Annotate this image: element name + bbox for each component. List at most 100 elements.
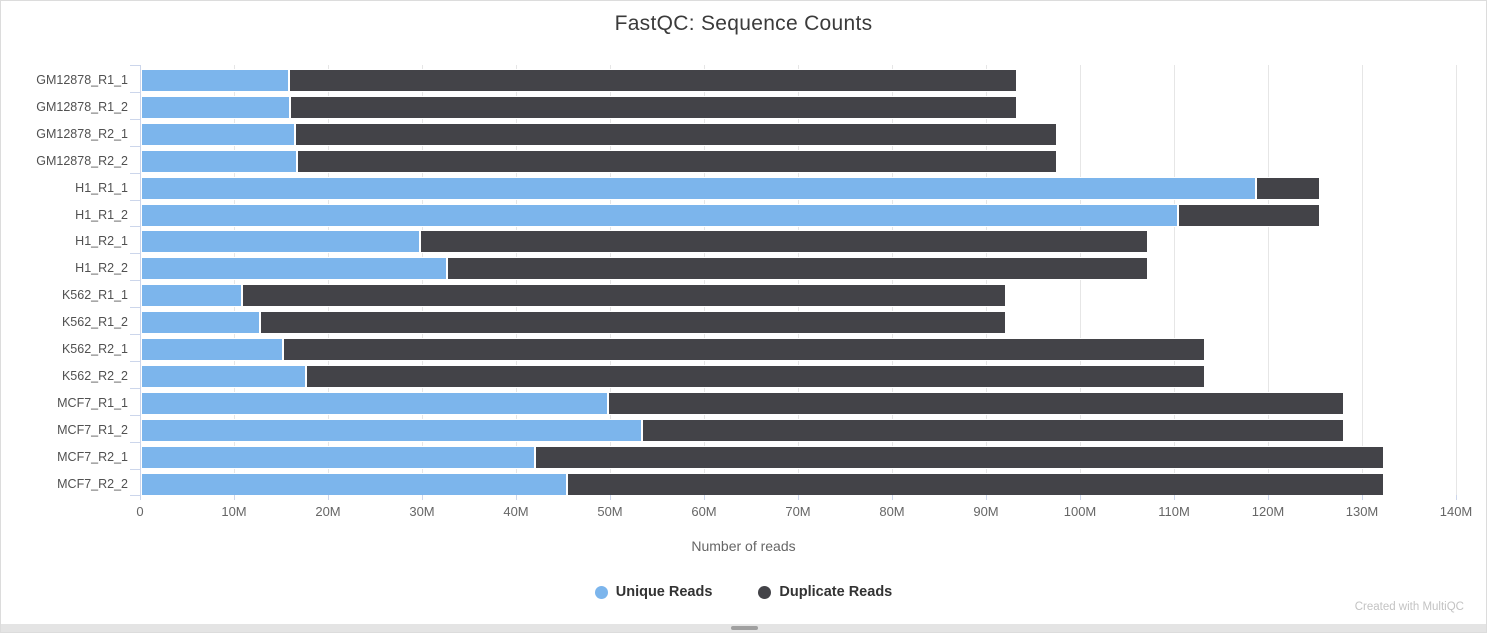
x-tick-120m [1268,495,1269,501]
bar-segment-duplicate-reads-mcf7_r1_1[interactable] [608,391,1345,415]
bar-segment-unique-reads-k562_r2_2[interactable] [141,364,306,388]
bar-segment-duplicate-reads-h1_r1_1[interactable] [1255,176,1320,200]
bar-segment-duplicate-reads-mcf7_r1_2[interactable] [642,418,1345,442]
x-tick-label-30m: 30M [409,504,435,520]
chart-title: FastQC: Sequence Counts [614,12,873,35]
x-tick-70m [798,495,799,501]
bar-row-mcf7_r2_2 [141,472,1384,496]
x-tick-10m [234,495,235,501]
bar-row-gm12878_r1_1 [141,69,1018,92]
bar-segment-unique-reads-h1_r1_1[interactable] [141,176,1256,200]
sample-label-gm12878_r1_2: GM12878_R1_2 [36,99,128,114]
x-tick-label-0: 0 [136,504,144,520]
category-tick [130,307,140,309]
bar-segment-unique-reads-gm12878_r1_2[interactable] [141,95,291,119]
x-tick-label-70m: 70M [785,504,811,520]
category-axis-line [140,65,141,496]
x-tick-label-20m: 20M [315,504,341,520]
sample-label-h1_r2_2: H1_R2_2 [75,261,128,276]
bar-segment-duplicate-reads-k562_r1_2[interactable] [260,311,1006,335]
x-tick-label-90m: 90M [973,504,999,520]
legend-item-unique-reads[interactable]: Unique Reads [594,584,712,600]
bar-row-h1_r1_1 [141,176,1320,200]
bar-row-gm12878_r2_1 [141,122,1058,146]
bar-segment-unique-reads-k562_r1_1[interactable] [141,284,242,308]
bar-segment-unique-reads-mcf7_r1_2[interactable] [141,418,643,442]
category-tick [130,118,140,120]
x-tick-label-100m: 100M [1063,504,1097,520]
category-tick [130,226,140,228]
gridline-140m [1456,65,1457,496]
bar-row-k562_r1_2 [141,311,1006,335]
category-tick [130,360,140,362]
sample-label-mcf7_r2_1: MCF7_R2_1 [57,449,128,464]
x-tick-60m [704,495,705,501]
bar-segment-duplicate-reads-k562_r2_1[interactable] [282,338,1206,361]
sample-label-h1_r1_1: H1_R1_1 [75,180,128,195]
sample-label-k562_r1_2: K562_R1_2 [61,315,128,330]
category-tick [130,414,140,416]
gridline-120m [1268,65,1269,496]
x-tick-130m [1362,495,1363,501]
bar-segment-unique-reads-k562_r1_2[interactable] [141,311,261,335]
bar-segment-duplicate-reads-k562_r2_2[interactable] [305,364,1206,388]
category-tick [130,145,140,147]
x-axis-title: Number of reads [691,538,796,554]
x-tick-140m [1456,495,1457,501]
x-tick-label-50m: 50M [597,504,623,520]
bar-segment-unique-reads-h1_r2_2[interactable] [141,257,447,281]
horizontal-scrollbar-track[interactable] [1,624,1486,632]
legend-marker-icon [758,585,772,599]
x-tick-30m [422,495,423,501]
x-tick-110m [1174,495,1175,501]
sample-label-mcf7_r1_2: MCF7_R1_2 [57,422,128,437]
sample-label-k562_r1_1: K562_R1_1 [61,288,128,303]
bar-segment-duplicate-reads-gm12878_r2_1[interactable] [295,122,1058,146]
x-tick-label-130m: 130M [1345,504,1379,520]
x-tick-label-60m: 60M [691,504,717,520]
legend-item-duplicate-reads[interactable]: Duplicate Reads [758,584,892,600]
credit-text: Created with MultiQC [1354,601,1464,613]
category-tick [130,334,140,335]
x-tick-label-120m: 120M [1251,504,1285,520]
bar-segment-duplicate-reads-gm12878_r2_2[interactable] [297,149,1058,173]
legend-marker-icon [594,585,608,599]
category-tick [130,65,140,66]
x-tick-100m [1080,495,1081,501]
sample-label-k562_r2_1: K562_R2_1 [61,342,128,356]
bar-segment-duplicate-reads-h1_r2_1[interactable] [420,230,1148,254]
bar-segment-unique-reads-mcf7_r2_2[interactable] [141,472,567,496]
bar-segment-unique-reads-gm12878_r1_1[interactable] [141,69,289,92]
bar-segment-duplicate-reads-mcf7_r2_1[interactable] [534,445,1384,469]
bar-segment-unique-reads-gm12878_r2_2[interactable] [141,149,298,173]
bar-segment-duplicate-reads-k562_r1_1[interactable] [241,284,1006,308]
bar-segment-duplicate-reads-gm12878_r1_1[interactable] [288,69,1018,92]
bar-segment-unique-reads-mcf7_r2_1[interactable] [141,445,535,469]
bar-segment-unique-reads-gm12878_r2_1[interactable] [141,122,296,146]
category-tick [130,253,140,255]
bar-segment-duplicate-reads-h1_r2_2[interactable] [446,257,1148,281]
bar-segment-duplicate-reads-h1_r1_2[interactable] [1177,203,1320,227]
sample-label-h1_r1_2: H1_R1_2 [75,207,128,222]
bar-row-h1_r2_1 [141,230,1148,254]
x-tick-label-110m: 110M [1158,504,1190,520]
x-tick-40m [516,495,517,501]
x-tick-50m [610,495,611,501]
sample-label-k562_r2_2: K562_R2_2 [61,368,128,383]
bar-segment-unique-reads-k562_r2_1[interactable] [141,338,283,361]
sample-label-mcf7_r2_2: MCF7_R2_2 [57,476,128,491]
bar-segment-unique-reads-h1_r2_1[interactable] [141,230,421,254]
category-tick [130,172,140,174]
bar-segment-duplicate-reads-mcf7_r2_2[interactable] [566,472,1384,496]
bar-row-mcf7_r1_2 [141,418,1345,442]
bar-row-h1_r2_2 [141,257,1148,281]
x-tick-0 [140,495,141,501]
horizontal-scrollbar-thumb[interactable] [731,626,758,630]
bar-segment-unique-reads-mcf7_r1_1[interactable] [141,391,609,415]
bar-segment-duplicate-reads-gm12878_r1_2[interactable] [290,95,1018,119]
gridline-130m [1362,65,1363,496]
x-tick-label-40m: 40M [503,504,529,520]
category-tick [130,441,140,443]
bar-segment-unique-reads-h1_r1_2[interactable] [141,203,1178,227]
x-tick-label-10m: 10M [221,504,247,520]
